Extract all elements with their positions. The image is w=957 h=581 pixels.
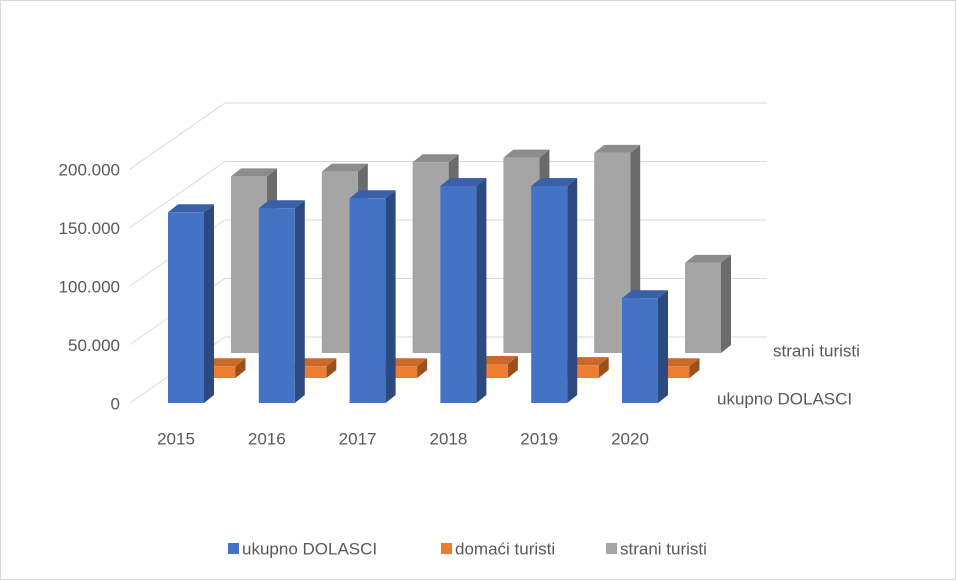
bar-side bbox=[658, 290, 668, 403]
grid-line bbox=[129, 102, 767, 170]
grid-line bbox=[129, 161, 767, 228]
bar-front bbox=[231, 176, 267, 353]
bar-side bbox=[417, 358, 428, 378]
bar bbox=[440, 177, 487, 403]
bar-side bbox=[598, 357, 609, 378]
bar-front bbox=[685, 262, 721, 353]
bar-front bbox=[321, 171, 358, 353]
grid-line bbox=[129, 219, 767, 287]
bar-side bbox=[385, 190, 396, 403]
x-tick-label: 2018 bbox=[429, 429, 467, 448]
grid-line bbox=[129, 336, 767, 404]
bar-side bbox=[476, 177, 487, 403]
bar-top bbox=[622, 290, 668, 299]
x-tick-label: 2015 bbox=[157, 429, 195, 448]
bar-side bbox=[507, 355, 518, 378]
bar-side bbox=[721, 254, 731, 353]
bar-front bbox=[440, 185, 477, 403]
bar-top bbox=[594, 144, 641, 153]
bar bbox=[258, 200, 305, 403]
bar-front bbox=[412, 162, 449, 353]
y-tick-label: 100.000 bbox=[59, 277, 120, 296]
bar-front bbox=[594, 152, 631, 353]
bar bbox=[349, 190, 396, 403]
bar-top bbox=[412, 154, 459, 163]
bar-top bbox=[349, 190, 396, 199]
depth-label: ukupno DOLASCI bbox=[717, 389, 852, 408]
bar-side bbox=[294, 200, 305, 403]
x-tick-label: 2020 bbox=[611, 429, 649, 448]
bar-top bbox=[321, 163, 368, 172]
legend-label: strani turisti bbox=[620, 539, 707, 558]
bar-top bbox=[258, 200, 305, 209]
grid-line bbox=[129, 278, 767, 345]
bar-side bbox=[567, 177, 578, 403]
bar-top bbox=[685, 254, 731, 263]
bar-front bbox=[258, 208, 295, 403]
bar-front bbox=[168, 212, 204, 403]
y-tick-label: 50.000 bbox=[68, 336, 120, 355]
legend-swatch bbox=[228, 543, 239, 554]
bar bbox=[685, 254, 731, 353]
y-tick-label: 150.000 bbox=[59, 219, 120, 238]
y-tick-label: 0 bbox=[111, 394, 120, 413]
bar-front bbox=[622, 298, 658, 403]
bar bbox=[622, 290, 668, 403]
bar-side bbox=[326, 358, 337, 378]
legend-label: ukupno DOLASCI bbox=[242, 539, 377, 558]
bar-front bbox=[349, 198, 386, 403]
bar bbox=[531, 177, 578, 403]
bar-top bbox=[531, 177, 578, 186]
bar-top bbox=[503, 149, 550, 158]
bar-top bbox=[231, 168, 277, 177]
bar-top bbox=[168, 204, 214, 213]
x-tick-label: 2016 bbox=[248, 429, 286, 448]
bar bbox=[168, 204, 214, 403]
legend-swatch bbox=[441, 543, 452, 554]
legend-swatch bbox=[606, 543, 617, 554]
x-tick-label: 2017 bbox=[339, 429, 377, 448]
bar-side bbox=[689, 358, 700, 378]
bar-side bbox=[204, 204, 214, 403]
bar-front bbox=[503, 157, 540, 353]
y-tick-label: 200.000 bbox=[59, 160, 120, 179]
depth-label: strani turisti bbox=[773, 341, 860, 360]
x-tick-label: 2019 bbox=[520, 429, 558, 448]
legend-label: domaći turisti bbox=[455, 539, 555, 558]
bar-top bbox=[440, 177, 487, 186]
bar-front bbox=[531, 185, 568, 403]
bar-side bbox=[235, 358, 246, 378]
